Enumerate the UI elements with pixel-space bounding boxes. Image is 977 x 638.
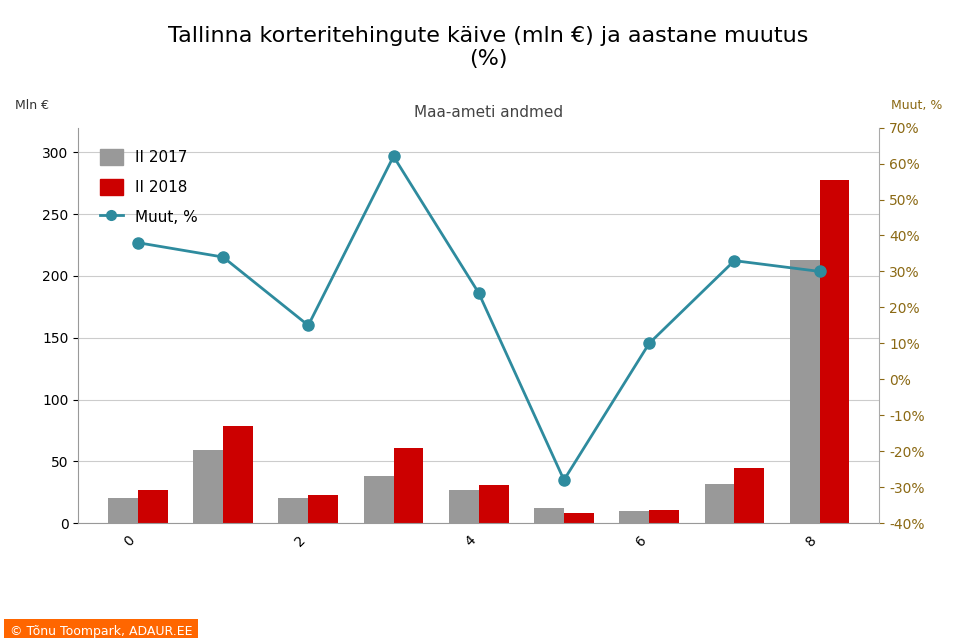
Bar — [223, 426, 253, 523]
Bar — [564, 513, 594, 523]
Bar — [108, 498, 138, 523]
Bar — [534, 508, 564, 523]
Bar — [309, 494, 338, 523]
Bar — [138, 490, 168, 523]
Bar — [479, 485, 509, 523]
Bar — [735, 468, 764, 523]
Text: Tallinna korteritehingute käive (mln €) ja aastane muutus
(%): Tallinna korteritehingute käive (mln €) … — [168, 26, 809, 69]
Bar — [649, 510, 679, 523]
Text: Maa-ameti andmed: Maa-ameti andmed — [414, 105, 563, 121]
Legend: II 2017, II 2018, Muut, %: II 2017, II 2018, Muut, % — [94, 143, 204, 231]
Bar — [789, 260, 820, 523]
Bar — [363, 476, 394, 523]
Text: © Tõnu Toompark, ADAUR.EE: © Tõnu Toompark, ADAUR.EE — [10, 625, 192, 638]
Bar — [820, 179, 849, 523]
Text: Mln €: Mln € — [15, 99, 49, 112]
Bar — [619, 511, 649, 523]
Bar — [278, 498, 309, 523]
Text: Muut, %: Muut, % — [891, 99, 943, 112]
Bar — [394, 448, 423, 523]
Bar — [193, 450, 223, 523]
Bar — [448, 490, 479, 523]
Bar — [704, 484, 735, 523]
